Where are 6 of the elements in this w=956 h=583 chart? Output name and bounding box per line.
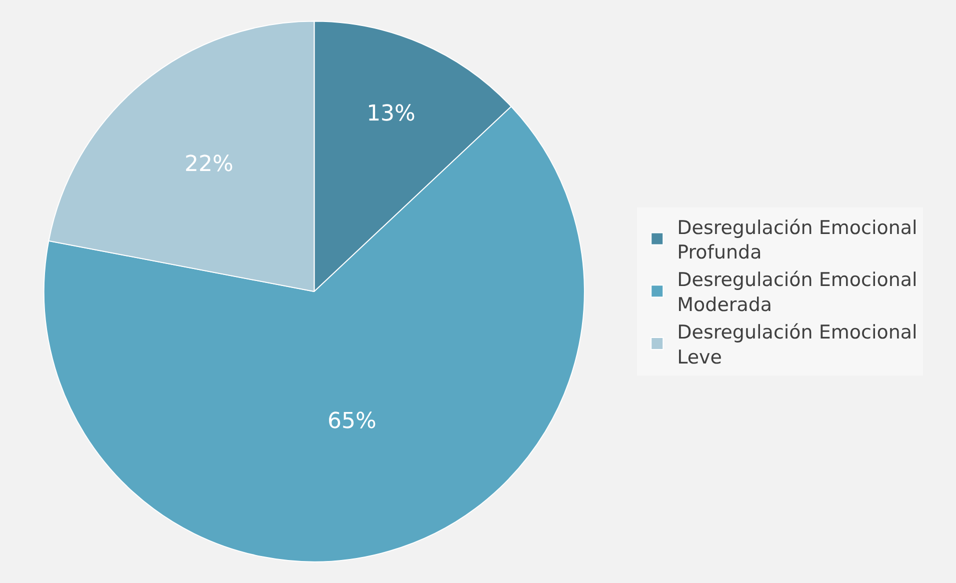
legend-label: Desregulación Emocional Leve — [677, 322, 918, 368]
legend-label: Desregulación Emocional Profunda — [677, 216, 918, 264]
legend-label: Desregulación Emocional Moderada — [677, 269, 918, 316]
data-label: 13% — [366, 101, 416, 126]
data-label: 22% — [184, 152, 234, 177]
data-label: 65% — [327, 408, 376, 434]
